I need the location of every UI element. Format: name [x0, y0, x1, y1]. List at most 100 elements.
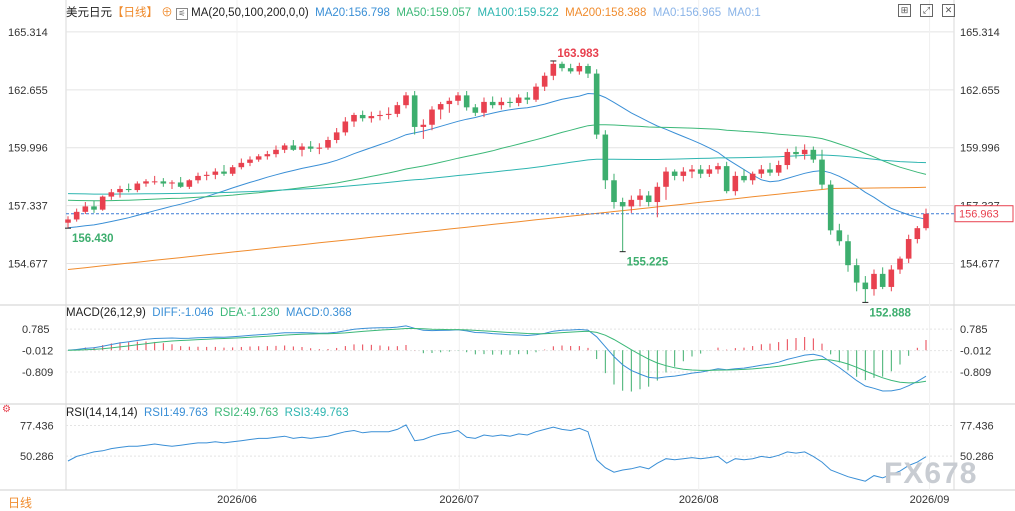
grid-lines [0, 0, 1015, 491]
candle-body [671, 171, 678, 176]
rsi-tick-label-left: 77.436 [20, 421, 54, 433]
candle-body [290, 145, 297, 150]
period-dropdown-icon[interactable]: ⊕ [161, 7, 173, 19]
period-label[interactable]: 【日线】 [112, 7, 158, 19]
candle-body [524, 97, 531, 100]
candle-body [238, 162, 245, 168]
candle-body [775, 165, 782, 173]
candle-body [385, 113, 392, 115]
candle-body [567, 68, 574, 72]
candle-body [65, 219, 71, 223]
close-icon[interactable]: ✕ [942, 4, 955, 17]
candle-body [628, 199, 635, 207]
crosshair-tool-icon[interactable]: ⊞ [898, 4, 911, 17]
time-tick-label: 2026/09 [910, 494, 950, 506]
candle-body [455, 95, 461, 101]
macd-header: MACD(26,12,9) DIFF:-1.046 DEA:-1.230 MAC… [66, 307, 352, 319]
candle-body [212, 171, 219, 175]
candle-body [299, 146, 305, 150]
price-tick-label-left: 154.677 [8, 258, 48, 270]
candle-body [879, 273, 886, 287]
candle-body [533, 86, 539, 100]
price-tick-label-left: 159.996 [8, 143, 48, 155]
price-tick-label-left: 162.655 [8, 85, 48, 97]
candle-body [602, 134, 609, 181]
candle-body [221, 171, 227, 174]
candle-body [368, 116, 375, 119]
candle-body [143, 181, 149, 184]
candle-body [576, 65, 583, 72]
ma200-value: MA200:158.388 [565, 7, 647, 19]
fullscreen-icon[interactable]: ⤢ [920, 4, 933, 17]
macd-tick-label-right: -0.012 [960, 346, 991, 358]
candle-body [151, 181, 158, 183]
candle-body [91, 206, 97, 210]
candle-body [403, 95, 409, 106]
rsi-header: RSI(14,14,14) RSI1:49.763 RSI2:49.763 RS… [66, 407, 349, 419]
candle-body [420, 124, 427, 127]
high-annotation: 163.983 [557, 48, 599, 60]
macd-tick-label-left: -0.809 [22, 367, 53, 379]
main-header: 美元日元【日线】 ⊕ ⚟ MA(20,50,100,200,0,0) MA20:… [66, 4, 761, 20]
time-tick-label: 2026/08 [679, 494, 719, 506]
candle-body [73, 211, 80, 220]
candle-body [307, 146, 314, 149]
macd-diff-line [67, 325, 927, 392]
ma-title: MA(20,50,100,200,0,0) [191, 7, 309, 19]
rsi1-value: RSI1:49.763 [144, 407, 208, 419]
candle-body [359, 114, 366, 119]
candle-body [923, 213, 929, 229]
current-price-label: 156.963 [959, 209, 999, 221]
candle-body [411, 95, 418, 127]
candle-body [117, 188, 123, 193]
candle-body [905, 239, 912, 259]
candle-body [264, 154, 271, 157]
price-tick-label-left: 157.337 [8, 201, 48, 213]
candle-body [82, 206, 89, 212]
candle-body [654, 186, 661, 203]
period-tab[interactable]: 日线 [8, 496, 33, 510]
macd-tick-label-left: 0.785 [22, 324, 50, 336]
candle-body [697, 169, 704, 174]
candle-body [723, 166, 730, 192]
price-tick-label-right: 159.996 [960, 143, 1000, 155]
candle-body [507, 101, 513, 103]
candle-body [99, 196, 106, 210]
candle-body [498, 101, 505, 106]
candle-body [663, 171, 669, 187]
candle-body [481, 101, 487, 113]
candle-body [377, 114, 383, 117]
rsi-settings-icon[interactable]: ⚙ [2, 404, 11, 415]
candle-body [541, 75, 548, 87]
candle-body [342, 121, 349, 133]
candle-body [706, 169, 713, 174]
candle-body [619, 202, 626, 207]
candle-body [888, 269, 895, 287]
candle-body [827, 184, 834, 231]
rsi-title: RSI(14,14,14) [66, 407, 138, 419]
price-annotations: 156.430 163.983 155.225 152.888 [65, 48, 912, 319]
macd-tick-label-left: -0.012 [22, 346, 53, 358]
ma-settings-icon[interactable]: ⚟ [175, 8, 188, 20]
candle-body [229, 167, 236, 174]
candle-body [845, 241, 851, 266]
candle-body [793, 151, 799, 155]
candle-body [177, 182, 184, 187]
candle-body [134, 183, 141, 191]
candle-body [732, 175, 739, 192]
candle-body [125, 188, 132, 191]
candle-body [437, 104, 444, 110]
current-price-box [954, 205, 1014, 223]
macd-value: MACD:0.368 [285, 307, 352, 319]
low-annotation-left: 156.430 [72, 233, 114, 245]
candle-body [281, 145, 288, 150]
candle-body [862, 282, 869, 290]
symbol-label: 美元日元 [66, 7, 112, 19]
candle-body [749, 173, 756, 181]
axis-labels: 165.314 165.314 162.655 162.655 159.996 159.9… [8, 27, 1014, 506]
ma0-value-a: MA0:156.965 [652, 7, 722, 19]
ma20-value: MA20:156.798 [315, 7, 390, 19]
candle-body [446, 100, 453, 105]
ma100-line [67, 154, 927, 195]
